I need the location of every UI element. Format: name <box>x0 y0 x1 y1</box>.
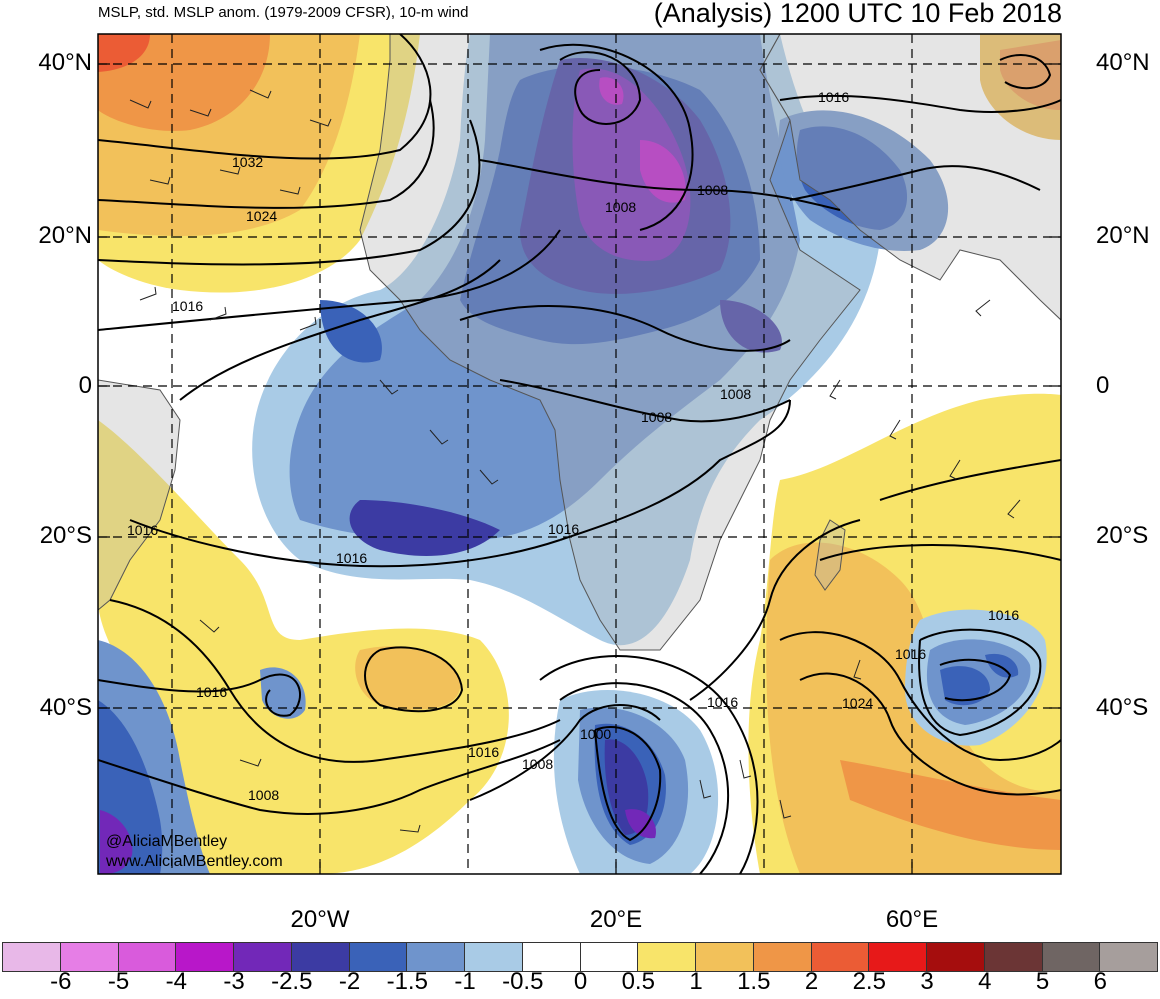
lat-label-40n-right: 40°N <box>1096 49 1150 76</box>
colorbar-tick-label: -1 <box>454 968 476 995</box>
lon-label-20e: 20°E <box>589 906 643 933</box>
colorbar-swatch <box>1099 942 1158 972</box>
colorbar-tick-label: 0 <box>573 968 588 995</box>
colorbar-tick-label: 0.5 <box>621 968 655 995</box>
lat-label-20n-left: 20°N <box>38 222 92 249</box>
anomaly-colorbar <box>2 942 1158 972</box>
colorbar-tick-label: 5 <box>1035 968 1050 995</box>
lat-label-20s-left: 20°S <box>39 522 92 549</box>
colorbar-swatch <box>290 942 350 972</box>
isobar-label: 1032 <box>232 154 263 170</box>
lon-label-60e: 60°E <box>885 906 939 933</box>
isobar-label: 1008 <box>697 182 728 198</box>
colorbar-swatch <box>810 942 870 972</box>
isobar-label: 1016 <box>468 744 499 760</box>
colorbar-tick-label: 3 <box>920 968 934 995</box>
colorbar-tick-label: -1.5 <box>386 968 428 995</box>
isobar-label: 1008 <box>720 386 751 402</box>
isobar-label: 1016 <box>988 607 1019 623</box>
colorbar-swatch <box>59 942 119 972</box>
colorbar-swatch <box>348 942 408 972</box>
isobar-label: 1016 <box>818 89 849 105</box>
isobar-label: 1016 <box>127 522 158 538</box>
isobar-label: 1016 <box>548 521 579 537</box>
isobar-label: 1016 <box>895 646 926 662</box>
isobar-label: 1016 <box>172 298 203 314</box>
lat-label-eq-left: 0 <box>78 372 92 399</box>
colorbar-swatch <box>926 942 985 972</box>
isobar-label: 1008 <box>641 409 672 425</box>
isobar-label: 1008 <box>248 787 279 803</box>
isobar-label: 1008 <box>605 199 636 215</box>
colorbar-swatch <box>1041 942 1101 972</box>
colorbar-tick-label: 1 <box>689 968 703 995</box>
isobar-label: 1024 <box>842 695 873 711</box>
colorbar-swatch <box>117 942 177 972</box>
colorbar-tick-label: 1.5 <box>737 968 771 995</box>
colorbar-swatch <box>521 942 581 972</box>
isobar-label: 1024 <box>246 208 277 224</box>
colorbar-tick-label: -2.5 <box>271 968 313 995</box>
watermark-handle: @AliciaMBentley <box>106 833 227 850</box>
lon-label-20w: 20°W <box>290 906 350 933</box>
isobar-1016-tropics <box>179 259 501 401</box>
anomaly-south-atlantic <box>98 420 509 874</box>
colorbar-tick-label: -6 <box>50 968 72 995</box>
colorbar-tick-label: 6 <box>1093 968 1107 995</box>
land-europe-africa <box>359 34 861 651</box>
watermark-url: www.AliciaMBentley.com <box>105 853 283 870</box>
isobar-high-atlantic <box>98 34 432 160</box>
lat-label-40s-left: 40°S <box>39 694 92 721</box>
isobar-label: 1016 <box>196 684 227 700</box>
lat-label-eq-right: 0 <box>1096 372 1110 399</box>
colorbar-swatch <box>406 942 465 972</box>
colorbar-swatch <box>752 942 812 972</box>
colorbar-tick-label: -0.5 <box>502 968 544 995</box>
isobar-label: 1008 <box>522 756 553 772</box>
lat-label-40n-left: 40°N <box>38 49 92 76</box>
colorbar-tick-label: -2 <box>338 968 361 995</box>
colorbar-swatch <box>464 942 523 972</box>
colorbar-tick-label: -5 <box>107 968 130 995</box>
colorbar-swatch <box>2 942 61 972</box>
colorbar-tick-label: 2 <box>804 968 819 995</box>
colorbar-swatch <box>695 942 754 972</box>
wind-barbs <box>129 89 1021 833</box>
land-asia <box>759 34 1061 321</box>
map-title: MSLP, std. MSLP anom. (1979-2009 CFSR), … <box>98 4 469 21</box>
valid-time: (Analysis) 1200 UTC 10 Feb 2018 <box>653 0 1062 28</box>
colorbar-tick-label: -4 <box>165 968 187 995</box>
colorbar-tick-label: 2.5 <box>852 968 886 995</box>
colorbar-tick-label: 4 <box>978 968 992 995</box>
isobar-label: 1000 <box>580 726 611 742</box>
lat-label-20s-right: 20°S <box>1096 522 1149 549</box>
land-south-america <box>98 379 181 611</box>
isobar-label: 1016 <box>707 694 738 710</box>
colorbar-swatch <box>983 942 1043 972</box>
isobar-label: 1016 <box>336 550 367 566</box>
lat-label-20n-right: 20°N <box>1096 222 1150 249</box>
lat-label-40s-right: 40°S <box>1096 694 1149 721</box>
colorbar-tick-label: -3 <box>223 968 245 995</box>
colorbar-swatch <box>233 942 292 972</box>
